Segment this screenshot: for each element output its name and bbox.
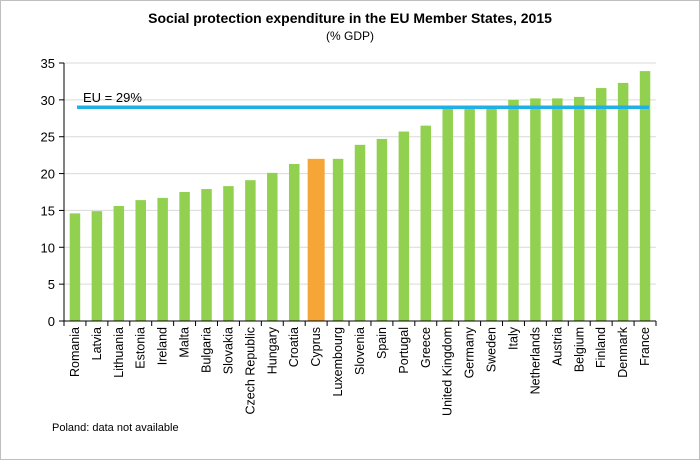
bar-latvia xyxy=(91,211,103,321)
x-tick-label: United Kingdom xyxy=(441,327,455,416)
bar-sweden xyxy=(486,105,497,321)
bar-luxembourg xyxy=(332,158,344,321)
x-tick-label: Estonia xyxy=(134,327,148,369)
x-tick-label: Sweden xyxy=(485,327,499,372)
x-tick-label: Malta xyxy=(178,327,192,358)
x-tick-label: Bulgaria xyxy=(200,327,214,373)
bar-hungary xyxy=(267,172,278,321)
x-tick-label: Cyprus xyxy=(309,327,323,367)
bar-france xyxy=(639,71,651,321)
x-tick-label: Italy xyxy=(506,326,520,350)
x-tick-label: Germany xyxy=(463,326,477,378)
bar-slovakia xyxy=(223,186,234,321)
y-tick-label: 35 xyxy=(41,56,55,71)
x-tick-label: Slovakia xyxy=(221,327,235,374)
y-tick-label: 10 xyxy=(41,240,55,255)
bar-belgium xyxy=(574,96,585,321)
bar-slovenia xyxy=(354,144,366,321)
x-tick-label: Croatia xyxy=(287,327,301,367)
bar-bulgaria xyxy=(201,189,212,321)
bar-spain xyxy=(376,138,388,321)
chart-note: Poland: data not available xyxy=(52,422,179,434)
bar-netherlands xyxy=(530,98,541,321)
x-tick-label: Latvia xyxy=(90,327,104,360)
y-tick-label: 30 xyxy=(41,93,55,108)
x-tick-label: Denmark xyxy=(616,326,630,377)
bar-estonia xyxy=(135,200,146,321)
y-tick-label: 0 xyxy=(48,314,55,329)
chart-title: Social protection expenditure in the EU … xyxy=(148,10,552,26)
bar-malta xyxy=(179,192,190,321)
bar-czech-republic xyxy=(245,180,256,321)
x-tick-label: Greece xyxy=(419,327,433,368)
x-tick-label: Slovenia xyxy=(353,327,367,375)
bar-united-kingdom xyxy=(442,107,453,321)
bar-lithuania xyxy=(113,206,125,321)
bar-ireland xyxy=(157,197,168,321)
bar-finland xyxy=(595,88,607,321)
x-tick-label: Belgium xyxy=(572,327,586,372)
x-tick-label: France xyxy=(638,327,652,366)
bar-portugal xyxy=(398,131,410,321)
bar-italy xyxy=(508,99,519,321)
bar-germany xyxy=(464,107,475,321)
x-tick-label: Netherlands xyxy=(528,327,542,394)
y-tick-label: 25 xyxy=(41,130,55,145)
x-tick-label: Spain xyxy=(375,327,389,359)
x-tick-label: Luxembourg xyxy=(331,327,345,397)
chart-subtitle: (% GDP) xyxy=(326,29,374,43)
bar-austria xyxy=(552,98,563,321)
x-tick-label: Czech Republic xyxy=(243,327,257,415)
x-tick-label: Romania xyxy=(68,327,82,377)
bar-romania xyxy=(69,213,81,321)
x-tick-label: Austria xyxy=(550,327,564,366)
y-tick-label: 15 xyxy=(41,203,55,218)
bar-denmark xyxy=(617,82,629,321)
x-tick-label: Ireland xyxy=(156,327,170,365)
bar-greece xyxy=(420,125,432,322)
y-tick-label: 20 xyxy=(41,167,55,182)
x-tick-label: Portugal xyxy=(397,327,411,374)
bar-croatia xyxy=(288,163,300,321)
eu-average-label: EU = 29% xyxy=(83,90,142,105)
reference-line-group: EU = 29% xyxy=(77,90,649,109)
axes: 0 5 10 15 20 25 30 35 Romania Latvia Lithuania Esto… xyxy=(41,56,657,416)
y-tick-label: 5 xyxy=(48,277,55,292)
x-tick-label: Finland xyxy=(594,327,608,368)
x-tick-label: Lithuania xyxy=(112,327,126,378)
x-tick-label: Hungary xyxy=(265,326,279,374)
bars xyxy=(69,71,651,322)
bar-cyprus xyxy=(307,158,325,321)
